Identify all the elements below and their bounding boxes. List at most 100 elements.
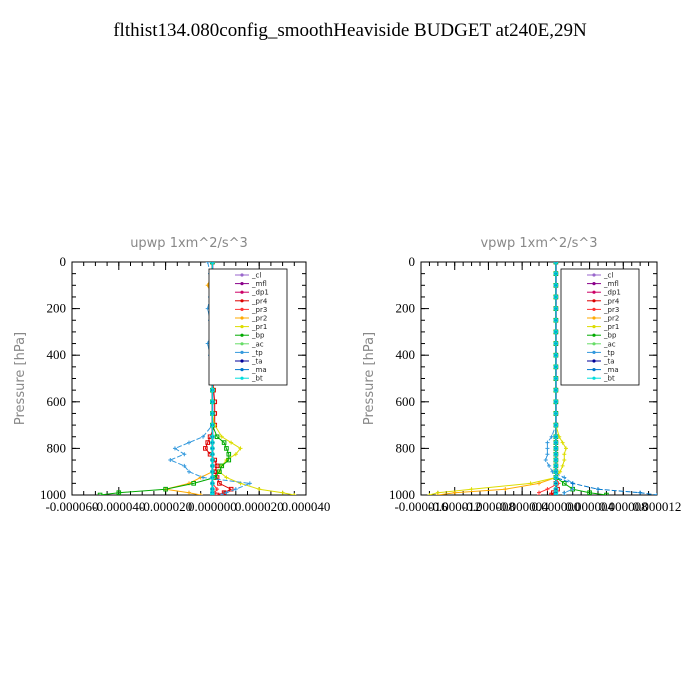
data-point bbox=[553, 387, 559, 393]
legend-label: _mfl bbox=[251, 280, 267, 288]
y-tick-label: 1000 bbox=[389, 487, 415, 502]
data-point bbox=[210, 469, 215, 475]
x-tick-label: 0.000000 bbox=[531, 499, 580, 514]
x-tick-label: 0.000012 bbox=[633, 499, 682, 514]
legend-label: _bt bbox=[251, 375, 263, 383]
data-point bbox=[553, 490, 559, 495]
legend-marker bbox=[240, 342, 244, 346]
data-point bbox=[215, 487, 220, 492]
data-point bbox=[210, 451, 215, 457]
data-point bbox=[553, 422, 559, 428]
series-line-pr2 bbox=[165, 262, 216, 495]
data-point bbox=[205, 262, 210, 264]
series-line-tp bbox=[169, 262, 252, 495]
data-point bbox=[116, 490, 122, 495]
data-point bbox=[224, 446, 229, 451]
legend-label: _dp1 bbox=[251, 289, 269, 297]
data-point bbox=[549, 492, 554, 495]
data-point bbox=[210, 422, 215, 428]
data-point bbox=[97, 492, 103, 495]
x-tick-label: -0.000008 bbox=[462, 499, 515, 514]
data-point bbox=[203, 446, 208, 451]
data-point bbox=[214, 434, 220, 440]
legend-marker bbox=[240, 307, 244, 311]
data-point bbox=[469, 487, 474, 492]
data-point bbox=[553, 440, 559, 445]
data-point bbox=[537, 481, 541, 486]
legend-marker bbox=[592, 376, 596, 380]
data-point bbox=[182, 463, 187, 468]
data-point bbox=[562, 452, 567, 457]
legend-marker bbox=[592, 359, 596, 363]
data-point bbox=[553, 306, 559, 311]
data-point bbox=[187, 490, 191, 495]
data-point bbox=[187, 469, 191, 474]
legend-marker bbox=[592, 282, 596, 286]
chart-panel-1: upwp 1xm^2/s^3 Pressure [hPa] 0 200 400 600 80… bbox=[13, 236, 330, 514]
data-point bbox=[553, 399, 559, 405]
legend-label: _ac bbox=[251, 340, 264, 348]
x-tick-label: 0.000004 bbox=[565, 499, 614, 514]
data-point bbox=[210, 446, 215, 451]
data-point bbox=[553, 262, 559, 265]
data-point bbox=[219, 463, 225, 469]
legend-marker bbox=[240, 282, 244, 286]
data-point bbox=[221, 440, 227, 445]
data-point bbox=[219, 493, 224, 495]
legend-marker bbox=[592, 368, 596, 372]
y-axis-label: Pressure [hPa] bbox=[362, 332, 377, 425]
legend-marker bbox=[592, 307, 596, 311]
data-point bbox=[562, 475, 567, 480]
data-point bbox=[553, 329, 559, 335]
data-point bbox=[212, 493, 217, 495]
panel-title: upwp 1xm^2/s^3 bbox=[130, 236, 248, 251]
data-point bbox=[163, 486, 168, 492]
y-tick-label: 0 bbox=[60, 254, 67, 269]
y-tick-label: 800 bbox=[396, 440, 416, 455]
legend-marker bbox=[240, 359, 244, 363]
data-point bbox=[537, 493, 541, 495]
data-point bbox=[587, 490, 592, 495]
legend-label: _cl bbox=[603, 272, 613, 280]
data-point bbox=[257, 487, 262, 492]
legend-label: _pr3 bbox=[251, 306, 267, 314]
data-point bbox=[553, 457, 559, 463]
data-point bbox=[553, 317, 559, 323]
data-point bbox=[233, 452, 238, 457]
data-point bbox=[562, 493, 567, 495]
legend-marker bbox=[592, 299, 596, 303]
y-tick-label: 400 bbox=[47, 347, 67, 362]
legend-label: _tp bbox=[251, 349, 263, 357]
data-point bbox=[528, 481, 533, 486]
legend-label: _pr2 bbox=[603, 315, 619, 323]
data-point bbox=[553, 271, 559, 276]
x-tick-label: -0.000016 bbox=[394, 499, 448, 514]
data-point bbox=[224, 490, 229, 495]
data-point bbox=[210, 387, 215, 393]
series-group bbox=[427, 262, 657, 495]
data-point bbox=[247, 481, 252, 486]
data-point bbox=[570, 481, 575, 486]
data-point bbox=[553, 341, 559, 346]
legend-marker bbox=[592, 333, 596, 337]
data-point bbox=[210, 490, 215, 495]
data-point bbox=[214, 492, 220, 495]
data-point bbox=[553, 475, 559, 480]
legend-label: _pr2 bbox=[251, 315, 267, 323]
y-axis-label: Pressure [hPa] bbox=[13, 332, 28, 425]
data-point bbox=[238, 446, 243, 451]
legend-marker bbox=[592, 273, 596, 277]
data-point bbox=[280, 490, 285, 495]
legend-label: _ma bbox=[251, 366, 267, 374]
legend-label: _ac bbox=[603, 340, 616, 348]
data-point bbox=[226, 457, 232, 463]
x-tick-label: -0.000060 bbox=[45, 499, 98, 514]
data-point bbox=[224, 475, 229, 480]
y-tick-label: 200 bbox=[47, 301, 67, 316]
data-point bbox=[545, 446, 550, 451]
chart-panel-2: vpwp 1xm^2/s^3 Pressure [hPa] 0 200 400 600 80… bbox=[362, 236, 681, 514]
legend-marker bbox=[592, 342, 596, 346]
data-point bbox=[553, 411, 559, 416]
data-point bbox=[570, 487, 575, 492]
legend-label: _pr3 bbox=[603, 306, 619, 314]
